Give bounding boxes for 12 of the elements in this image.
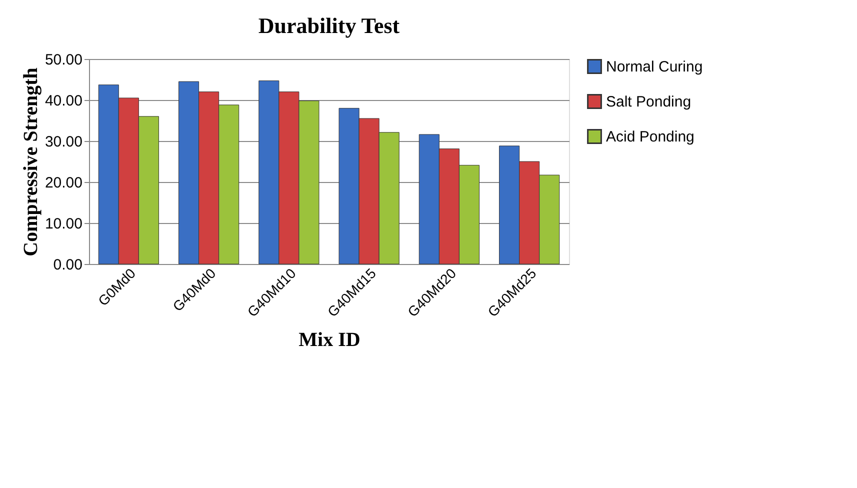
y-tick-label: 40.00 [44, 92, 82, 110]
legend-label: Acid Ponding [606, 128, 694, 146]
y-tick-label: 10.00 [44, 216, 82, 232]
legend-label: Normal Curing [606, 58, 703, 76]
y-tick-label: 50.00 [44, 52, 82, 68]
x-axis-title: Mix ID [298, 328, 360, 351]
chart-title: Durability Test [258, 13, 400, 38]
y-axis-title: Compressive Strength [20, 68, 42, 256]
y-tick-label: 20.00 [44, 174, 82, 192]
y-tick-label: 30.00 [44, 134, 82, 150]
y-tick-label: 0.00 [53, 256, 82, 274]
legend-label: Salt Ponding [606, 94, 692, 110]
